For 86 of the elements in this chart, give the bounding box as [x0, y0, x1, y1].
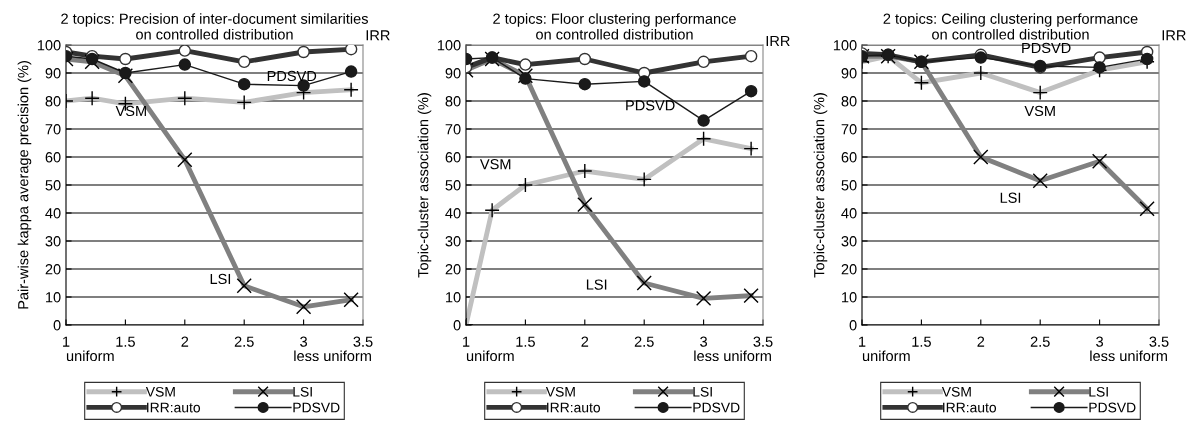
text: less uniform: [1090, 350, 1167, 362]
x-tick-label: 2.5: [1030, 336, 1050, 347]
y-axis-title: Pair-wise kappa average precision (%): [17, 61, 32, 309]
y-tick-label: 40: [841, 208, 857, 219]
x-tick-label: 2.5: [234, 336, 254, 347]
y-tick-label: 70: [841, 124, 857, 135]
legend-label: VSM: [941, 386, 971, 397]
y-tick-label: 80: [45, 96, 61, 107]
legend-label: VSM: [145, 386, 175, 397]
text: IRR: [366, 30, 390, 41]
annotation: PDSVD: [1022, 42, 1071, 54]
annotation: PDSVD: [626, 100, 675, 111]
y-tick-label: 40: [445, 208, 461, 219]
y-tick-label: 10: [446, 292, 461, 303]
x-tick-label: 3.5: [353, 336, 373, 347]
x-tick-label: 2.5: [634, 336, 654, 347]
annotation: LSI: [586, 279, 607, 290]
text: uniform: [466, 350, 514, 362]
legend-label: LSI: [293, 386, 312, 397]
y-tick-label: 0: [849, 320, 857, 331]
x-tick-label: 3: [300, 336, 308, 347]
legend-label: IRR:auto: [147, 402, 201, 413]
x-tick-label: 1: [63, 336, 70, 347]
y-axis-title: Topic-cluster association (%): [813, 93, 828, 278]
chart-title: 2 topics: Floor clustering performance on controlled distribution: [493, 13, 736, 40]
y-tick-label: 30: [841, 236, 857, 247]
x-tick-label: 3.5: [1149, 336, 1169, 347]
x-tick-label: 1: [859, 336, 866, 347]
y-tick-label: 100: [437, 40, 461, 51]
y-tick-label: 70: [445, 124, 461, 135]
text: uniform: [862, 350, 910, 362]
x-tick-label: 1.5: [116, 336, 135, 347]
x-tick-label: 2: [181, 336, 189, 347]
y-tick-label: 0: [453, 320, 461, 331]
y-tick-label: 20: [45, 264, 61, 275]
annotation: VSM: [479, 158, 511, 170]
y-tick-label: 50: [45, 180, 61, 191]
y-tick-label: 60: [841, 152, 857, 163]
x-tick-label: 3.5: [753, 336, 773, 347]
y-tick-label: 60: [45, 152, 61, 163]
legend-label: IRR:auto: [547, 402, 601, 413]
y-tick-label: 90: [45, 68, 61, 79]
x-tick-label: 1: [463, 336, 470, 347]
y-tick-label: 60: [445, 152, 461, 163]
legend-label: PDSVD: [693, 402, 740, 413]
legend-label: PDSVD: [1089, 402, 1136, 413]
annotation: VSM: [115, 105, 146, 117]
y-tick-label: 80: [445, 96, 461, 107]
text: uniform: [66, 350, 114, 362]
text: less uniform: [694, 350, 771, 362]
legend-label: LSI: [693, 386, 712, 397]
text: less uniform: [294, 350, 371, 362]
x-tick-label: 1.5: [912, 336, 931, 347]
y-tick-label: 40: [45, 208, 61, 219]
y-tick-label: 100: [37, 40, 61, 51]
annotation: PDSVD: [267, 70, 317, 82]
y-tick-label: 90: [445, 68, 461, 79]
annotation: LSI: [210, 273, 231, 285]
annotation: VSM: [1024, 105, 1055, 117]
x-tick-label: 3: [1096, 336, 1104, 347]
y-axis-title: Topic-cluster association (%): [417, 93, 432, 278]
y-tick-label: 10: [842, 292, 857, 303]
y-tick-label: 80: [841, 96, 857, 107]
text: IRR: [766, 35, 790, 46]
legend-label: PDSVD: [293, 402, 340, 413]
legend-label: IRR:auto: [943, 402, 997, 413]
legend-label: LSI: [1089, 386, 1108, 397]
y-tick-label: 20: [445, 264, 461, 275]
y-tick-label: 10: [46, 292, 61, 303]
y-tick-label: 0: [53, 320, 61, 331]
x-tick-label: 2: [977, 336, 985, 347]
legend-label: VSM: [545, 386, 575, 397]
x-tick-label: 3: [700, 336, 708, 347]
y-tick-label: 70: [45, 124, 61, 135]
chart-title: 2 topics: Ceiling clustering performance on controlled distribution: [883, 13, 1138, 40]
y-tick-label: 30: [445, 236, 461, 247]
y-tick-label: 50: [841, 180, 857, 191]
annotation: LSI: [1000, 192, 1021, 203]
text: IRR: [1162, 30, 1186, 41]
y-tick-label: 100: [833, 40, 857, 51]
y-tick-label: 30: [45, 236, 61, 247]
y-tick-label: 90: [841, 68, 857, 79]
y-tick-label: 50: [445, 180, 461, 191]
y-tick-label: 20: [841, 264, 857, 275]
x-tick-label: 1.5: [516, 336, 535, 347]
x-tick-label: 2: [581, 336, 589, 347]
